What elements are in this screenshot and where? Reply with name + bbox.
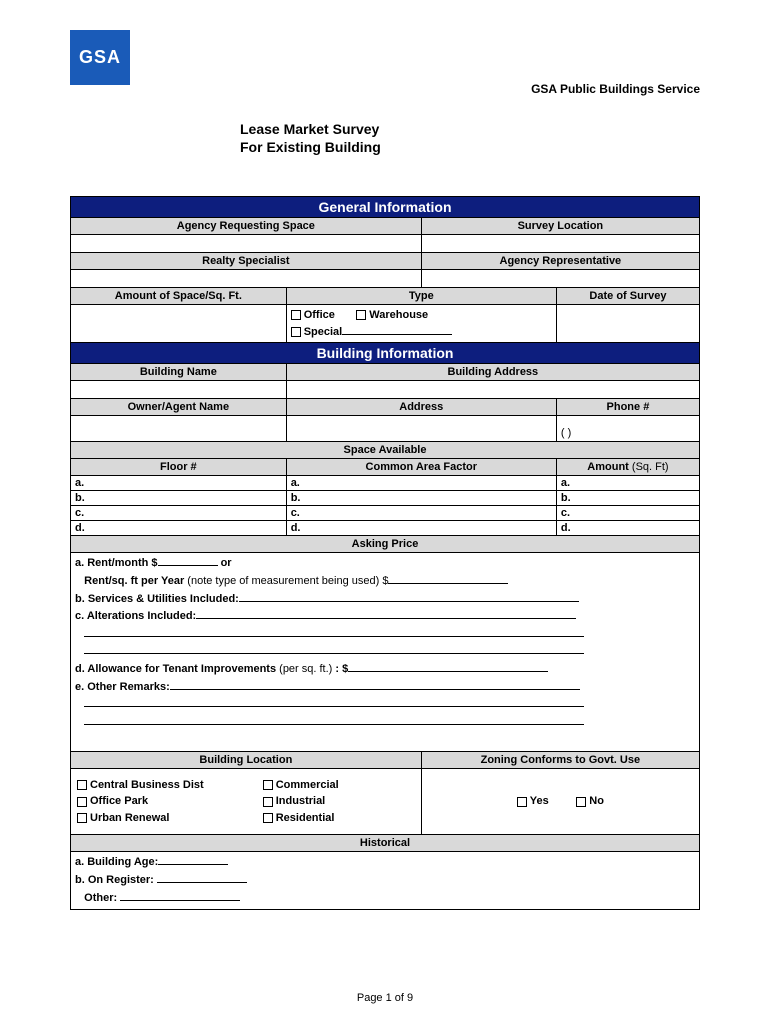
input-agency-requesting[interactable] [71,235,422,253]
title-line2: For Existing Building [240,138,700,156]
checkbox-urban[interactable] [77,813,87,823]
label-owner-agent: Owner/Agent Name [71,399,287,416]
input-building-name[interactable] [71,381,287,399]
floor-c[interactable]: c. [71,506,287,521]
opt-office: Office [304,309,335,321]
historical-block: a. Building Age: b. On Register: Other: [71,852,700,910]
input-phone[interactable]: ( ) [556,416,699,442]
label-agency-requesting: Agency Requesting Space [71,218,422,235]
checkbox-zoning-no[interactable] [576,797,586,807]
input-realty-specialist[interactable] [71,270,422,288]
input-amount-space[interactable] [71,305,287,343]
checkbox-residential[interactable] [263,813,273,823]
amt-b[interactable]: b. [556,491,699,506]
location-options: Central Business Dist Office Park Urban … [71,768,422,835]
input-address[interactable] [286,416,556,442]
floor-a[interactable]: a. [71,476,287,491]
label-type: Type [286,288,556,305]
label-space-available: Space Available [71,442,700,459]
label-agency-rep: Agency Representative [421,253,699,270]
section-building-header: Building Information [71,343,700,364]
label-building-location: Building Location [71,751,422,768]
zoning-options: Yes No [421,768,699,835]
input-date-survey[interactable] [556,305,699,343]
checkbox-cbd[interactable] [77,780,87,790]
opt-special: Special [304,326,343,338]
label-asking-price: Asking Price [71,536,700,553]
floor-d[interactable]: d. [71,521,287,536]
label-building-name: Building Name [71,364,287,381]
checkbox-commercial[interactable] [263,780,273,790]
checkbox-office-park[interactable] [77,797,87,807]
floor-b[interactable]: b. [71,491,287,506]
title-line1: Lease Market Survey [240,120,700,138]
opt-warehouse: Warehouse [369,309,428,321]
label-zoning: Zoning Conforms to Govt. Use [421,751,699,768]
amt-a[interactable]: a. [556,476,699,491]
label-date-survey: Date of Survey [556,288,699,305]
caf-c[interactable]: c. [286,506,556,521]
caf-a[interactable]: a. [286,476,556,491]
asking-price-block: a. Rent/month $ or Rent/sq. ft per Year … [71,553,700,752]
caf-d[interactable]: d. [286,521,556,536]
label-address: Address [286,399,556,416]
caf-b[interactable]: b. [286,491,556,506]
form-table: General Information Agency Requesting Sp… [70,196,700,910]
label-survey-location: Survey Location [421,218,699,235]
label-building-address: Building Address [286,364,699,381]
label-realty-specialist: Realty Specialist [71,253,422,270]
input-building-address[interactable] [286,381,699,399]
amt-d[interactable]: d. [556,521,699,536]
checkbox-special[interactable] [291,327,301,337]
label-phone: Phone # [556,399,699,416]
checkbox-warehouse[interactable] [356,310,366,320]
type-options: Office Warehouse Special [286,305,556,343]
amt-c[interactable]: c. [556,506,699,521]
input-owner-agent[interactable] [71,416,287,442]
label-caf: Common Area Factor [286,459,556,476]
label-amount-space: Amount of Space/Sq. Ft. [71,288,287,305]
input-survey-location[interactable] [421,235,699,253]
label-floor: Floor # [71,459,287,476]
checkbox-office[interactable] [291,310,301,320]
page-number: Page 1 of 9 [0,992,770,1004]
section-general-header: General Information [71,197,700,218]
header-service-text: GSA Public Buildings Service [531,82,700,96]
page-title: Lease Market Survey For Existing Buildin… [240,120,700,156]
label-amount: Amount (Sq. Ft) [556,459,699,476]
checkbox-zoning-yes[interactable] [517,797,527,807]
gsa-logo: GSA [70,30,130,85]
label-historical: Historical [71,835,700,852]
checkbox-industrial[interactable] [263,797,273,807]
input-agency-rep[interactable] [421,270,699,288]
